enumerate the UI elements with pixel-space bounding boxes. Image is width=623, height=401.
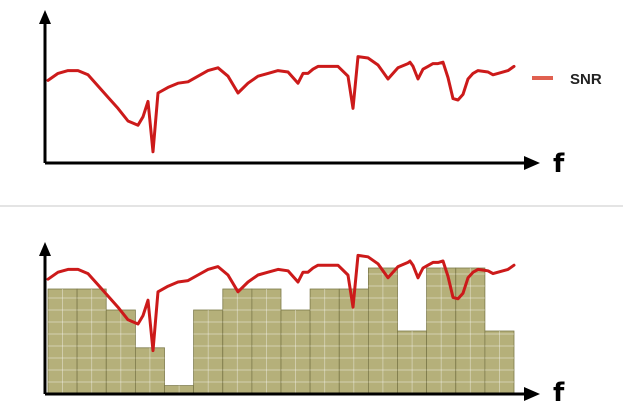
top-x-axis-label: f (553, 149, 565, 179)
bar-rect (484, 330, 515, 395)
bar-1 (47, 288, 78, 395)
bottom-snr-line (46, 253, 516, 353)
bar-13 (397, 330, 428, 395)
bar-6 (193, 309, 224, 395)
bar-9 (280, 309, 311, 395)
bottom-plot-area (46, 253, 516, 353)
top-x-axis-arrow (524, 156, 540, 170)
bar-16 (484, 330, 515, 395)
bottom-x-axis-arrow (524, 387, 540, 401)
bottom-x-axis-label: f (553, 378, 565, 401)
bar-8 (251, 288, 282, 395)
bar-rect (134, 347, 165, 395)
bar-12 (367, 267, 398, 395)
bar-10 (309, 288, 340, 395)
bar-15 (455, 267, 486, 395)
bar-4 (134, 347, 165, 395)
top-plot-area (46, 55, 516, 154)
bar-3 (105, 309, 136, 395)
bar-7 (222, 288, 253, 395)
top-y-axis-arrow (39, 10, 51, 24)
bottom-bar-group (47, 267, 515, 395)
bottom-y-axis-arrow (39, 242, 51, 256)
bar-rect (280, 309, 311, 395)
bottom-chart: f (39, 242, 565, 401)
bar-rect (251, 288, 282, 395)
bar-rect (105, 309, 136, 395)
bar-rect (309, 288, 340, 395)
bar-rect (193, 309, 224, 395)
bar-2 (76, 288, 107, 395)
legend-label-snr: SNR (570, 71, 602, 88)
snr-line (46, 55, 516, 154)
bar-rect (47, 288, 78, 395)
top-chart: f SNR (39, 10, 602, 179)
